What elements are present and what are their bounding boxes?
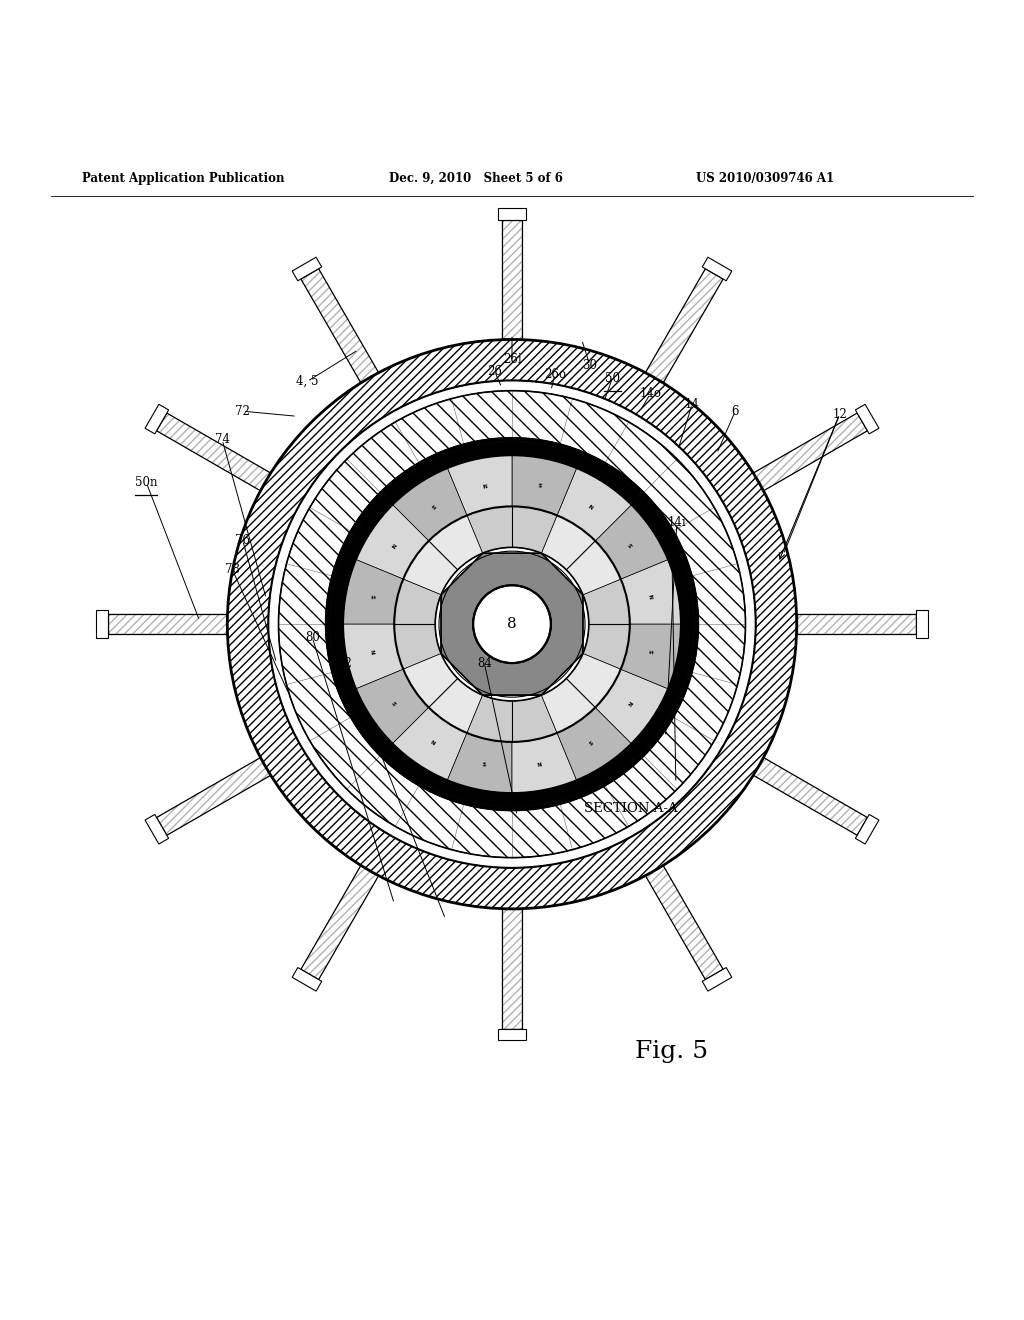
Polygon shape [855,814,879,843]
Polygon shape [754,758,867,836]
Text: N: N [589,502,595,508]
Text: 76: 76 [236,533,250,546]
Text: 26o: 26o [544,368,566,380]
Wedge shape [403,653,482,733]
Wedge shape [392,708,467,780]
Wedge shape [583,579,630,669]
Polygon shape [108,614,227,635]
Text: S: S [369,594,374,599]
Text: 50: 50 [605,372,620,385]
Text: 80: 80 [305,631,319,644]
Wedge shape [343,624,403,689]
Text: 72: 72 [236,405,250,417]
Wedge shape [343,560,403,624]
Polygon shape [441,553,583,696]
Polygon shape [645,866,723,979]
Text: S: S [429,502,435,508]
Polygon shape [292,968,322,991]
Text: N: N [538,762,543,768]
Text: S: S [628,541,635,548]
Wedge shape [447,733,512,793]
Wedge shape [595,669,668,743]
Text: 86: 86 [665,536,679,549]
Wedge shape [394,579,441,669]
Wedge shape [326,438,698,810]
Polygon shape [301,269,379,383]
Polygon shape [157,413,270,491]
Polygon shape [502,219,522,339]
Text: 14o: 14o [639,387,662,400]
Text: 74: 74 [215,433,229,446]
Wedge shape [542,515,621,595]
Text: Dec. 9, 2010   Sheet 5 of 6: Dec. 9, 2010 Sheet 5 of 6 [389,172,563,185]
Wedge shape [447,455,512,515]
Polygon shape [498,1028,526,1040]
Text: S: S [389,701,396,706]
Wedge shape [595,504,668,579]
Text: S: S [650,649,655,655]
Text: 14: 14 [685,397,699,411]
Wedge shape [467,507,557,553]
Text: N: N [649,594,655,599]
Text: N: N [369,649,375,655]
Wedge shape [473,585,551,663]
Text: N: N [389,541,396,548]
Wedge shape [392,469,467,541]
Text: 12: 12 [833,408,847,421]
Wedge shape [330,442,694,807]
Wedge shape [356,504,429,579]
Text: SECTION A-A: SECTION A-A [584,803,677,814]
Wedge shape [557,469,632,541]
Polygon shape [292,257,322,281]
Wedge shape [512,455,577,515]
Text: N: N [429,741,435,747]
Polygon shape [502,909,522,1028]
Wedge shape [356,669,429,743]
Text: 8: 8 [507,618,517,631]
Polygon shape [702,257,732,281]
Wedge shape [542,653,621,733]
Polygon shape [797,614,916,635]
Text: 78: 78 [225,564,240,577]
Polygon shape [157,758,270,836]
Text: S: S [589,741,595,747]
Text: S: S [481,762,486,768]
Polygon shape [855,404,879,434]
Polygon shape [645,269,723,383]
Text: 84: 84 [477,656,492,669]
Wedge shape [557,708,632,780]
Polygon shape [702,968,732,991]
Polygon shape [96,610,108,638]
Text: Patent Application Publication: Patent Application Publication [82,172,285,185]
Polygon shape [145,404,169,434]
Text: 6: 6 [731,405,739,417]
Text: 4, 5: 4, 5 [296,375,318,388]
Wedge shape [512,733,577,793]
Polygon shape [498,209,526,219]
Text: 26i: 26i [503,354,521,367]
Text: N: N [628,701,635,708]
Text: N: N [481,480,486,487]
Text: 26: 26 [487,364,502,378]
Text: Fig. 5: Fig. 5 [635,1040,708,1063]
Text: 82: 82 [338,656,352,669]
Text: 30: 30 [583,359,597,372]
Wedge shape [403,515,482,595]
Wedge shape [621,560,681,624]
Polygon shape [754,413,867,491]
Wedge shape [621,624,681,689]
Text: S: S [538,480,543,486]
Polygon shape [916,610,928,638]
Text: US 2010/0309746 A1: US 2010/0309746 A1 [696,172,835,185]
Wedge shape [467,696,557,742]
Polygon shape [145,814,169,843]
Text: 50n: 50n [135,477,158,490]
Wedge shape [279,391,745,858]
Polygon shape [301,866,379,979]
Wedge shape [227,339,797,909]
Text: 14i: 14i [668,516,686,529]
